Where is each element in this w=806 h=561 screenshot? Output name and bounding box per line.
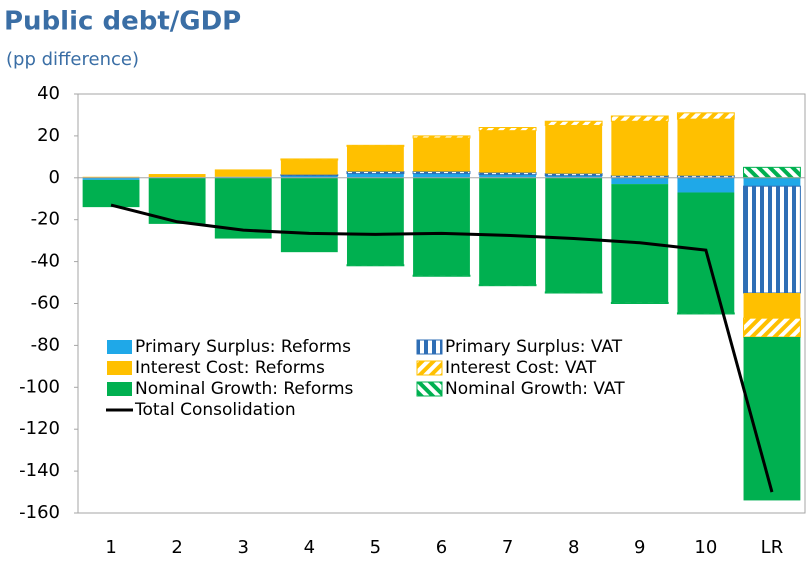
bar-segment [346,144,405,147]
bar-segment [544,173,603,177]
legend-swatch [416,339,443,355]
x-tick-label: 2 [171,537,182,558]
bar-segment [280,159,338,175]
bar-segment [545,177,603,292]
bar-segment [544,291,603,294]
bar-segment [412,135,471,139]
legend-label: Primary Surplus: Reforms [135,337,351,357]
legend-label: Nominal Growth: Reforms [135,379,354,399]
bar-segment [214,169,272,177]
bar-segment [677,119,735,176]
legend-swatch [107,382,132,396]
bar-segment [280,177,338,253]
bar-segment [544,120,603,126]
x-tick-label: 7 [502,537,513,558]
bar-segment [611,177,669,185]
bar-segment [479,130,537,173]
y-tick-label: -140 [19,460,60,481]
bar-segment [413,137,470,172]
total-line [110,203,774,493]
bar-segment [545,125,603,174]
legend-swatch [107,361,132,375]
y-tick-label: -100 [19,376,60,397]
x-tick-label: 1 [105,537,116,558]
legend-label: Nominal Growth: VAT [445,379,625,399]
bar-segment [478,172,537,176]
bar-segment [82,177,140,180]
x-tick-label: 8 [568,537,579,558]
bar-segment [148,174,206,178]
bar-segment [346,173,404,178]
bar-segment [412,274,471,277]
y-tick-label: -120 [19,418,60,439]
x-tick-label: 4 [304,537,315,558]
y-tick-label: 20 [37,125,60,146]
bar-segment [82,176,140,178]
bar-segment [346,171,405,175]
bar-segment [610,301,669,305]
bar-segment [743,317,801,338]
chart-title: Public debt/GDP [4,7,241,37]
bar-segment [413,177,470,276]
bar-segment [743,177,801,187]
y-tick-label: 0 [49,167,60,188]
y-tick-label: -160 [19,502,60,523]
bar-segment [611,121,669,176]
bar-segment [280,175,338,178]
x-tick-label: 9 [634,537,645,558]
bar-segment [610,115,669,122]
x-tick-label: LR [761,537,784,558]
legend-swatch [416,360,443,376]
bar-segment [478,284,537,287]
legend-label: Primary Surplus: VAT [445,337,623,357]
legend-swatch [416,381,443,397]
y-tick-label: -60 [31,293,60,314]
bar-segment [346,146,404,172]
bar-segment [346,264,405,267]
bar-segment [412,171,471,175]
legend-label: Total Consolidation [134,400,296,420]
bar-segment [280,158,339,161]
bar-segment [676,112,735,120]
bar-segment [346,177,404,265]
bar-segment [280,174,339,177]
x-tick-label: 10 [694,537,717,558]
bar-segment [677,177,735,193]
legend-label: Interest Cost: VAT [445,358,597,378]
bar-segment [82,179,140,208]
y-tick-label: -40 [31,251,60,272]
bar-segment [743,293,801,319]
bar-segment [743,166,801,179]
legend-label: Interest Cost: Reforms [135,358,325,378]
x-tick-label: 5 [370,537,381,558]
legend-swatch [107,340,132,354]
bar-segment [545,175,603,178]
bar-segment [479,177,537,285]
bar-segment [214,176,272,178]
bar-segment [676,312,735,315]
y-tick-label: 40 [37,83,60,104]
y-tick-label: -80 [31,334,60,355]
bar-segment [478,127,537,132]
chart-subtitle: (pp difference) [6,49,139,70]
x-tick-label: 6 [436,537,447,558]
bar-segment [413,173,470,178]
y-tick-label: -20 [31,209,60,230]
bar-segment [479,174,537,178]
bar-segment [743,185,801,294]
x-tick-label: 3 [238,537,249,558]
